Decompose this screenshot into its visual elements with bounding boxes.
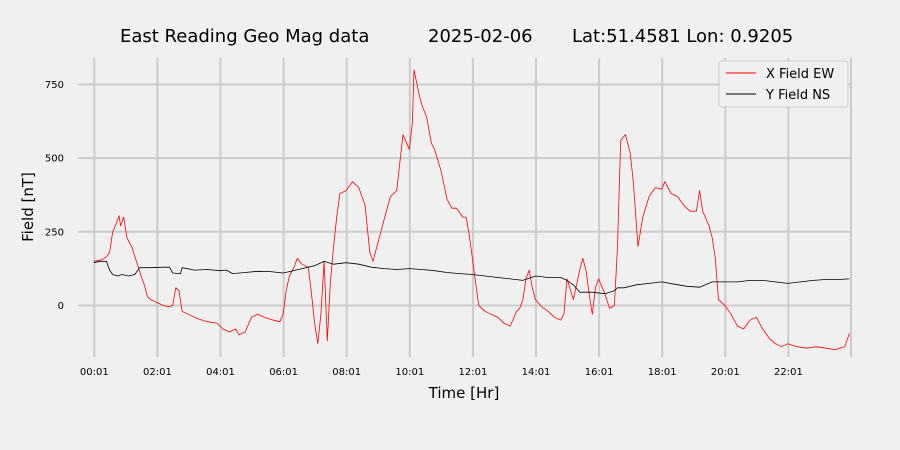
x-tick-label: 16:01 bbox=[585, 367, 614, 378]
x-axis-label: Time [Hr] bbox=[428, 384, 500, 402]
x-tick-label: 18:01 bbox=[648, 367, 677, 378]
x-tick-labels: 00:01 02:01 04:01 06:01 08:01 10:01 12:01 14:01… bbox=[80, 367, 803, 378]
x-tick-label: 20:01 bbox=[711, 367, 740, 378]
legend-label-y-field: Y Field NS bbox=[765, 88, 830, 103]
x-tick-label: 00:01 bbox=[80, 367, 109, 378]
x-gridlines bbox=[93, 58, 852, 357]
x-tick-label: 02:01 bbox=[143, 367, 172, 378]
chart-title: East Reading Geo Mag data 2025-02-06 Lat… bbox=[120, 26, 793, 47]
series-line-x-field bbox=[93, 69, 850, 350]
title-location: Lat:51.4581 Lon: 0.9205 bbox=[572, 26, 793, 47]
title-station: East Reading Geo Mag data bbox=[120, 26, 369, 47]
x-tick-label: 08:01 bbox=[332, 367, 361, 378]
x-tick-label: 06:01 bbox=[269, 367, 298, 378]
x-tick-label: 12:01 bbox=[459, 367, 488, 378]
y-tick-label: 250 bbox=[45, 227, 64, 238]
x-tick-label: 22:01 bbox=[774, 367, 803, 378]
y-tick-label: 0 bbox=[58, 301, 64, 312]
y-axis-label: Field [nT] bbox=[19, 172, 37, 242]
series-layer bbox=[93, 69, 850, 350]
x-tick-label: 10:01 bbox=[395, 367, 424, 378]
legend: X Field EW Y Field NS bbox=[718, 60, 849, 108]
x-tick-label: 04:01 bbox=[206, 367, 235, 378]
y-tick-label: 750 bbox=[45, 80, 64, 91]
x-tick-label: 14:01 bbox=[522, 367, 551, 378]
y-tick-label: 500 bbox=[45, 154, 64, 165]
series-line-y-field bbox=[93, 260, 850, 295]
legend-label-x-field: X Field EW bbox=[766, 67, 834, 82]
y-tick-labels: 0 250 500 750 bbox=[45, 80, 64, 312]
title-date: 2025-02-06 bbox=[428, 26, 533, 47]
